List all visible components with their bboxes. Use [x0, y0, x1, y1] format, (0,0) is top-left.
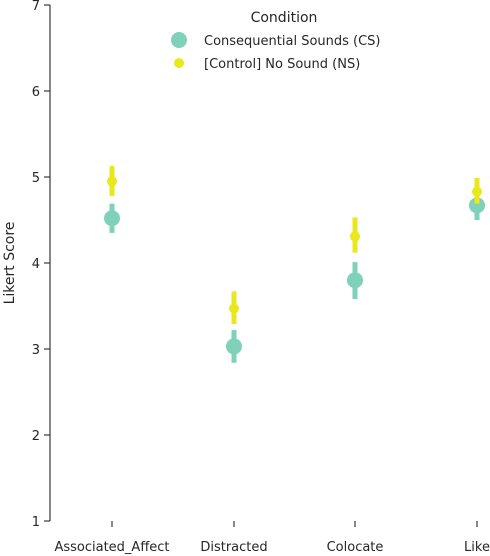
legend: Condition Consequential Sounds (CS) [Cont… — [171, 10, 381, 72]
x-tick-label: Associated_Affect — [54, 540, 169, 555]
legend-marker — [174, 58, 184, 68]
legend-entries: Consequential Sounds (CS) [Control] No So… — [171, 32, 381, 72]
legend-marker — [171, 32, 187, 48]
data-point — [104, 210, 120, 227]
series-cs — [104, 191, 485, 363]
data-point — [347, 272, 363, 289]
data-point — [229, 303, 239, 314]
data-point — [107, 176, 117, 187]
y-tick-label: 4 — [32, 257, 40, 272]
x-tick-label: Distracted — [200, 540, 267, 555]
legend-title: Condition — [251, 10, 318, 26]
y-axis-label: Likert Score — [2, 222, 18, 305]
x-tick-label: Like — [464, 540, 490, 555]
chart-marks — [104, 165, 485, 363]
data-point — [469, 197, 485, 214]
data-point — [350, 231, 360, 242]
y-tick-label: 1 — [32, 515, 40, 530]
legend-label: [Control] No Sound (NS) — [204, 57, 360, 72]
series-ns — [107, 165, 482, 325]
y-tick-label: 7 — [32, 0, 40, 14]
x-tick-label: Colocate — [327, 540, 384, 555]
x-ticks: Associated_Affect Distracted Colocate Like — [54, 521, 490, 555]
legend-label: Consequential Sounds (CS) — [204, 34, 381, 49]
data-point — [472, 186, 482, 197]
data-point — [226, 338, 242, 355]
y-tick-label: 3 — [32, 343, 40, 358]
y-tick-label: 2 — [32, 429, 40, 444]
y-tick-label: 5 — [32, 171, 40, 186]
y-tick-label: 6 — [32, 85, 40, 100]
y-ticks: 1 2 3 4 5 6 7 — [32, 0, 50, 530]
